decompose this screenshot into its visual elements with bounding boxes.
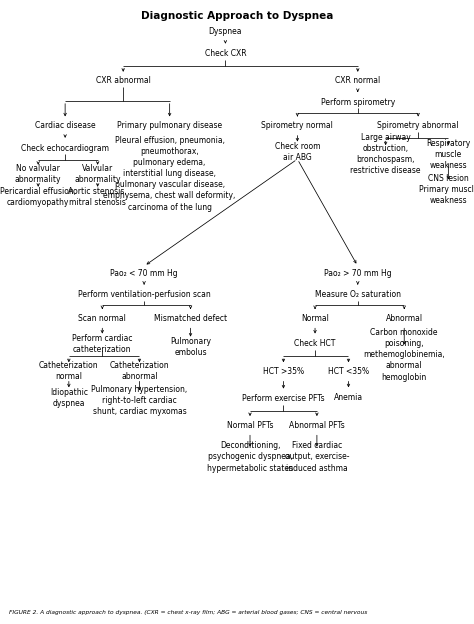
Text: Catheterization
abnormal: Catheterization abnormal bbox=[109, 361, 169, 381]
Text: CNS lesion
Primary muscle
weakness: CNS lesion Primary muscle weakness bbox=[419, 174, 474, 205]
Text: Abnormal PFTs: Abnormal PFTs bbox=[289, 421, 345, 430]
Text: Check HCT: Check HCT bbox=[294, 339, 336, 348]
Text: Large airway
obstruction,
bronchospasm,
restrictive disease: Large airway obstruction, bronchospasm, … bbox=[350, 133, 421, 175]
Text: Perform ventilation-perfusion scan: Perform ventilation-perfusion scan bbox=[78, 290, 210, 300]
Text: Spirometry normal: Spirometry normal bbox=[262, 121, 333, 130]
Text: Cardiac disease: Cardiac disease bbox=[35, 121, 95, 130]
Text: Normal: Normal bbox=[301, 314, 329, 323]
Text: Primary pulmonary disease: Primary pulmonary disease bbox=[117, 121, 222, 130]
Text: Check echocardiogram: Check echocardiogram bbox=[21, 144, 109, 153]
Text: Check CXR: Check CXR bbox=[205, 49, 246, 59]
Text: Check room
air ABG: Check room air ABG bbox=[274, 142, 320, 162]
Text: Dyspnea: Dyspnea bbox=[209, 27, 242, 36]
Text: CXR normal: CXR normal bbox=[335, 76, 381, 85]
Text: Pao₂ < 70 mm Hg: Pao₂ < 70 mm Hg bbox=[110, 269, 178, 278]
Text: HCT >35%: HCT >35% bbox=[263, 367, 304, 376]
Text: Fixed cardiac
output, exercise-
induced asthma: Fixed cardiac output, exercise- induced … bbox=[285, 441, 349, 472]
Text: Respiratory
muscle
weakness: Respiratory muscle weakness bbox=[426, 139, 471, 170]
Text: Idiopathic
dyspnea: Idiopathic dyspnea bbox=[50, 388, 88, 407]
Text: Pericardial effusion,
cardiomyopathy: Pericardial effusion, cardiomyopathy bbox=[0, 187, 76, 207]
Text: Valvular
abnormality: Valvular abnormality bbox=[74, 163, 121, 184]
Text: Pulmonary
embolus: Pulmonary embolus bbox=[170, 337, 211, 357]
Text: Diagnostic Approach to Dyspnea: Diagnostic Approach to Dyspnea bbox=[141, 11, 333, 21]
Text: Catheterization
normal: Catheterization normal bbox=[39, 361, 99, 381]
Text: CXR abnormal: CXR abnormal bbox=[96, 76, 151, 85]
Text: Pao₂ > 70 mm Hg: Pao₂ > 70 mm Hg bbox=[324, 269, 392, 278]
Text: Abnormal: Abnormal bbox=[386, 314, 423, 323]
Text: Mismatched defect: Mismatched defect bbox=[154, 314, 227, 323]
Text: Perform exercise PFTs: Perform exercise PFTs bbox=[242, 394, 325, 403]
Text: Perform cardiac
catheterization: Perform cardiac catheterization bbox=[72, 334, 133, 354]
Text: Pleural effusion, pneumonia,
pneumothorax,
pulmonary edema,
interstitial lung di: Pleural effusion, pneumonia, pneumothora… bbox=[103, 136, 236, 212]
Text: FIGURE 2. A diagnostic approach to dyspnea. (CXR = chest x-ray film; ABG = arter: FIGURE 2. A diagnostic approach to dyspn… bbox=[9, 610, 368, 615]
Text: HCT <35%: HCT <35% bbox=[328, 367, 369, 376]
Text: No valvular
abnormality: No valvular abnormality bbox=[15, 163, 62, 184]
Text: Pulmonary hypertension,
right-to-left cardiac
shunt, cardiac myxomas: Pulmonary hypertension, right-to-left ca… bbox=[91, 385, 188, 416]
Text: Measure O₂ saturation: Measure O₂ saturation bbox=[315, 290, 401, 300]
Text: Aortic stenosis,
mitral stenosis: Aortic stenosis, mitral stenosis bbox=[68, 187, 127, 207]
Text: Perform spirometry: Perform spirometry bbox=[320, 98, 395, 107]
Text: Normal PFTs: Normal PFTs bbox=[227, 421, 273, 430]
Text: Anemia: Anemia bbox=[334, 393, 363, 402]
Text: Scan normal: Scan normal bbox=[78, 314, 126, 323]
Text: Carbon monoxide
poisoning,
methemoglobinemia,
abnormal
hemoglobin: Carbon monoxide poisoning, methemoglobin… bbox=[364, 328, 445, 381]
Text: Spirometry abnormal: Spirometry abnormal bbox=[377, 121, 459, 130]
Text: Deconditioning,
psychogenic dyspnea,
hypermetabolic states: Deconditioning, psychogenic dyspnea, hyp… bbox=[207, 441, 293, 472]
